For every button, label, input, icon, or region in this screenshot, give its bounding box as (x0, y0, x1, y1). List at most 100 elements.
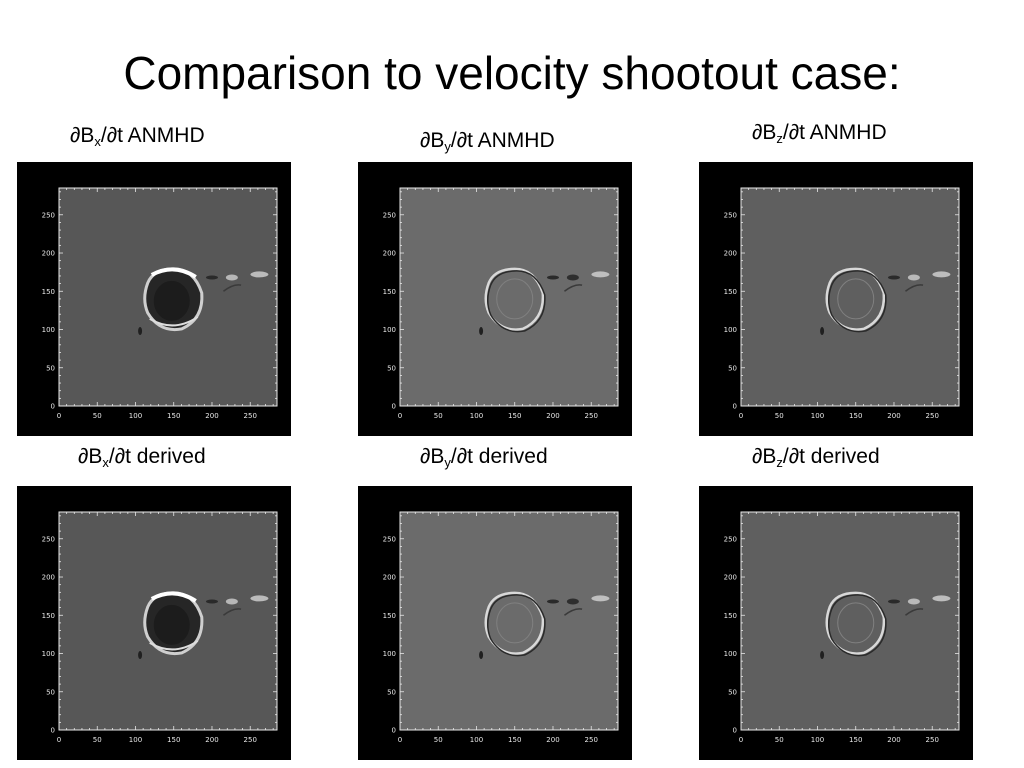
plot-field (741, 512, 959, 730)
y-tick-label: 150 (724, 612, 737, 620)
y-tick-label: 50 (387, 364, 396, 372)
caption-sub: x (94, 134, 101, 149)
panel-bz-anmhd: 0 0 50 50 100 100 150 150 200 200 250 250 (699, 162, 973, 436)
axes-frame (740, 511, 960, 731)
sunspot-feature (138, 267, 269, 336)
axes-frame (399, 187, 619, 407)
x-tick-label: 200 (887, 736, 900, 744)
caption-post: /∂t derived (108, 445, 206, 468)
magnetogram-plot: 00 50 50 100 100 150 150 200 200 250 250 (383, 511, 619, 744)
caption-sub: x (102, 455, 109, 470)
y-tick-label: 200 (383, 250, 396, 258)
x-tick-label: 50 (775, 412, 784, 420)
x-tick-label: 0 (57, 412, 61, 420)
caption-by-derived: ∂By/∂t derived (420, 444, 548, 470)
caption-post: /∂t ANMHD (450, 129, 555, 152)
caption-pre: ∂B (70, 124, 95, 147)
magnetogram-plot: 00 50 50 100 100 150 150 200 200 250 250 (42, 187, 278, 420)
panel-by-anmhd: 0 0 50 50 100 100 150 150 200 200 250 250 (358, 162, 632, 436)
y-tick-label: 0 (733, 403, 737, 411)
x-tick-label: 50 (434, 412, 443, 420)
axes-frame (58, 511, 278, 731)
x-tick-label: 0 (739, 736, 743, 744)
caption-by-anmhd: ∂By/∂t ANMHD (420, 128, 555, 154)
caption-sub: y (444, 455, 451, 470)
x-tick-label: 100 (470, 736, 483, 744)
x-tick-label: 150 (167, 736, 180, 744)
y-tick-label: 0 (51, 403, 55, 411)
y-tick-label: 50 (46, 688, 55, 696)
x-tick-label: 250 (585, 412, 598, 420)
x-tick-label: 0 (398, 736, 402, 744)
caption-bz-anmhd: ∂Bz/∂t ANMHD (752, 120, 887, 146)
caption-post: /∂t derived (782, 445, 880, 468)
plot-field (400, 512, 618, 730)
x-tick-label: 100 (129, 412, 142, 420)
caption-bx-derived: ∂Bx/∂t derived (78, 444, 206, 470)
slide-title: Comparison to velocity shootout case: (123, 47, 901, 99)
x-tick-label: 100 (811, 412, 824, 420)
panel-bx-derived: 0 0 50 50 100 100 150 150 200 200 250 250 (17, 486, 291, 760)
caption-sub: z (776, 455, 783, 470)
sunspot-feature (138, 591, 269, 660)
caption-pre: ∂B (78, 445, 103, 468)
caption-sub: y (444, 139, 451, 154)
x-tick-label: 250 (926, 736, 939, 744)
x-tick-label: 250 (244, 412, 257, 420)
y-tick-label: 0 (51, 727, 55, 735)
axes-frame (740, 187, 960, 407)
y-tick-label: 150 (42, 288, 55, 296)
x-tick-label: 250 (585, 736, 598, 744)
y-tick-label: 150 (383, 288, 396, 296)
y-tick-label: 100 (383, 326, 396, 334)
x-tick-label: 100 (470, 412, 483, 420)
caption-pre: ∂B (752, 445, 777, 468)
y-tick-label: 250 (42, 211, 55, 219)
y-tick-label: 50 (728, 688, 737, 696)
sunspot-feature (479, 267, 610, 336)
x-tick-label: 150 (508, 736, 521, 744)
x-tick-label: 200 (205, 736, 218, 744)
x-tick-label: 50 (93, 736, 102, 744)
y-tick-label: 250 (383, 211, 396, 219)
y-tick-label: 200 (383, 574, 396, 582)
x-tick-label: 200 (887, 412, 900, 420)
y-tick-label: 0 (392, 727, 396, 735)
y-tick-label: 100 (724, 650, 737, 658)
x-tick-label: 0 (739, 412, 743, 420)
y-tick-label: 50 (728, 364, 737, 372)
caption-post: /∂t derived (450, 445, 548, 468)
y-tick-label: 200 (42, 574, 55, 582)
magnetogram-plot: 00 50 50 100 100 150 150 200 200 250 250 (724, 187, 960, 420)
x-tick-label: 200 (546, 412, 559, 420)
x-tick-label: 100 (811, 736, 824, 744)
y-tick-label: 100 (42, 650, 55, 658)
x-tick-label: 150 (167, 412, 180, 420)
caption-pre: ∂B (752, 121, 777, 144)
sunspot-feature (820, 591, 951, 660)
x-tick-label: 50 (775, 736, 784, 744)
magnetogram-plot: 00 50 50 100 100 150 150 200 200 250 250 (724, 511, 960, 744)
panel-by-derived: 0 0 50 50 100 100 150 150 200 200 250 250 (358, 486, 632, 760)
axes-frame (58, 187, 278, 407)
y-tick-label: 200 (724, 574, 737, 582)
caption-pre: ∂B (420, 445, 445, 468)
x-tick-label: 50 (434, 736, 443, 744)
y-tick-label: 0 (392, 403, 396, 411)
magnetogram-plot: 00 50 50 100 100 150 150 200 200 250 250 (42, 511, 278, 744)
x-tick-label: 150 (849, 412, 862, 420)
x-tick-label: 250 (926, 412, 939, 420)
sunspot-feature (820, 267, 951, 336)
y-tick-label: 200 (42, 250, 55, 258)
plot-field (400, 188, 618, 406)
sunspot-feature (479, 591, 610, 660)
y-tick-label: 50 (46, 364, 55, 372)
y-tick-label: 100 (383, 650, 396, 658)
x-tick-label: 150 (508, 412, 521, 420)
caption-bx-anmhd: ∂Bx/∂t ANMHD (70, 123, 205, 149)
y-tick-label: 100 (724, 326, 737, 334)
x-tick-label: 150 (849, 736, 862, 744)
caption-post: /∂t ANMHD (782, 121, 887, 144)
x-tick-label: 0 (398, 412, 402, 420)
x-tick-label: 200 (546, 736, 559, 744)
